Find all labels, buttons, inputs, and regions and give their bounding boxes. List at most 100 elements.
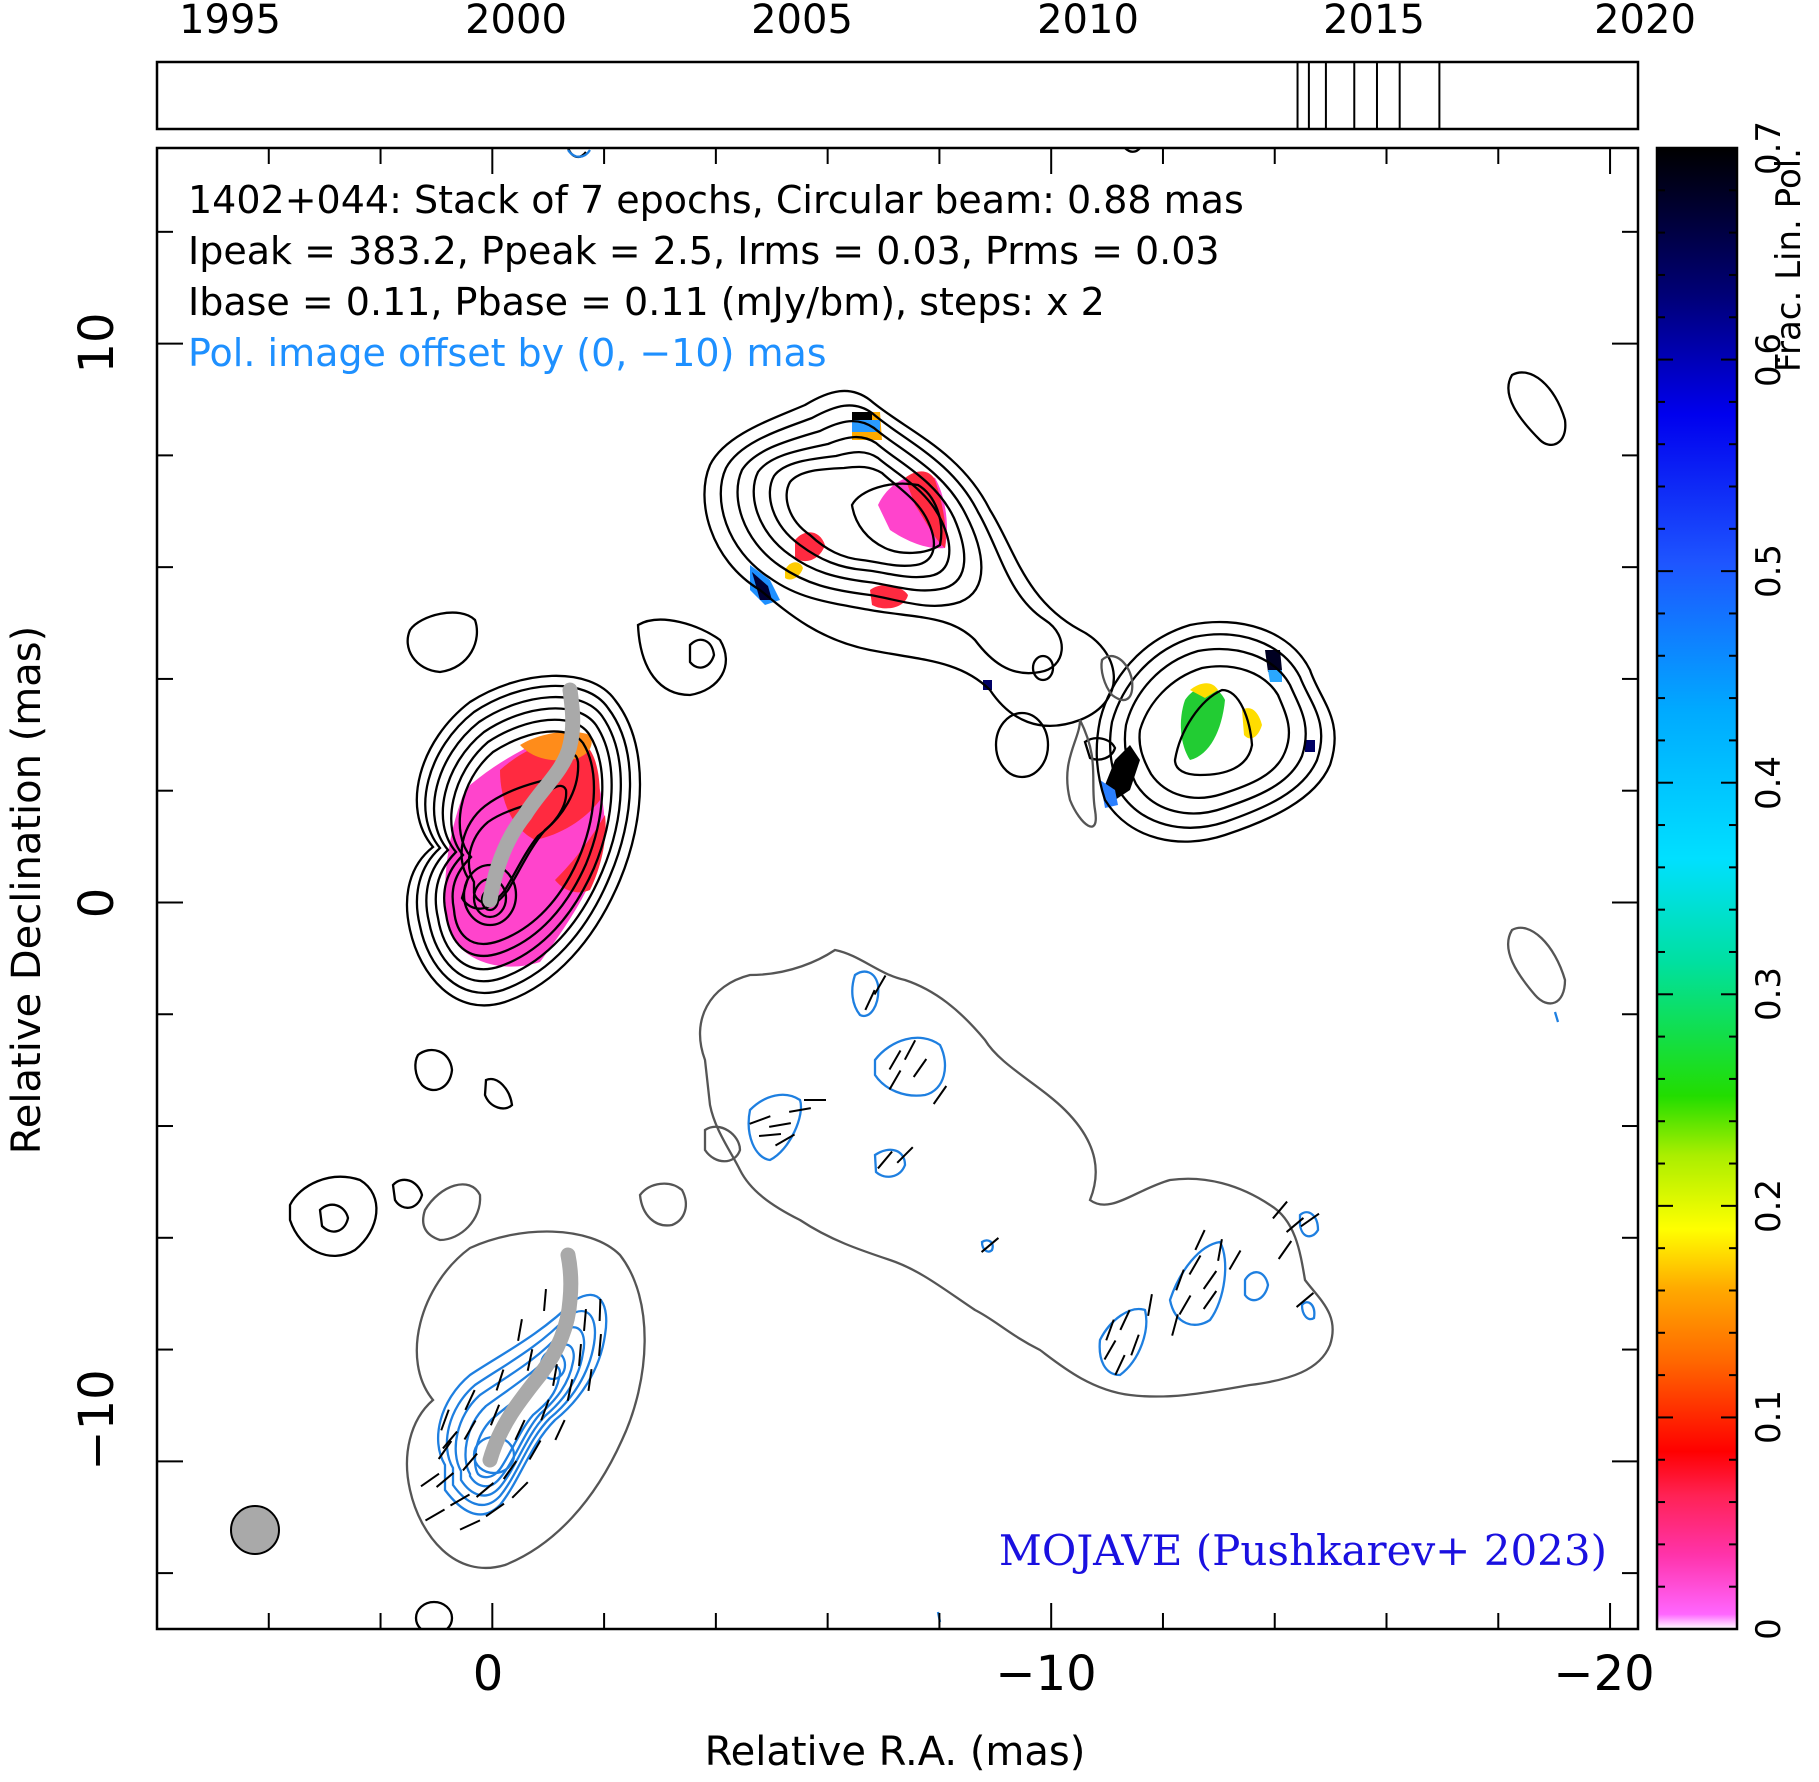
evpa-tick [598, 1298, 602, 1322]
evpa-tick [1228, 1249, 1242, 1271]
colorbar-tick-label: 0.4 [1749, 756, 1789, 810]
evpa-tick [932, 1085, 948, 1105]
negative-contour [1100, 654, 1134, 702]
polarized-intensity-contours [437, 149, 1560, 1623]
evpa-tick [873, 974, 887, 996]
evpa-tick [1130, 1334, 1140, 1356]
pol-contour [980, 1239, 994, 1253]
x-tick-label: 0 [473, 1646, 504, 1702]
y-tick-label: 0 [69, 888, 125, 919]
stokes-i-contour [1108, 633, 1323, 829]
evpa-tick [566, 1379, 574, 1401]
info-line-2: Ipeak = 383.2, Ppeak = 2.5, Irms = 0.03,… [188, 229, 1220, 273]
stokes-i-contour [451, 730, 596, 946]
year-label: 2020 [1594, 0, 1696, 43]
stokes-i-outline [698, 948, 1334, 1398]
evpa-tick [1202, 1270, 1218, 1290]
stokes-i-contour [636, 618, 727, 697]
stokes-i-contours [288, 148, 1567, 1629]
evpa-tick [1178, 1294, 1192, 1316]
frac-pol-right-patch [1180, 686, 1225, 760]
stokes-i-contour [1095, 620, 1336, 843]
frac-pol-colorbar: 0 0.1 0.2 0.3 0.4 0.5 0.6 0.7 Frac. Lin.… [1655, 121, 1809, 1640]
colorbar-tick-label: 0.5 [1749, 544, 1789, 598]
evpa-tick [1194, 1229, 1206, 1251]
pol-contour [567, 149, 591, 158]
evpa-tick [540, 1399, 550, 1421]
stokes-i-outline [405, 1230, 646, 1570]
stokes-i-contour [688, 638, 716, 669]
colorbar-label: Frac. Lin. Pol. [1769, 148, 1809, 372]
evpa-tick [475, 1482, 495, 1498]
evpa-tick [896, 1146, 914, 1164]
evpa-tick [464, 1389, 476, 1411]
stokes-i-contour [785, 465, 935, 567]
map-frame [155, 146, 1640, 1631]
evpa-tick [511, 1481, 529, 1499]
colorbar-ticks [1657, 147, 1737, 1630]
year-label: 1995 [179, 0, 281, 43]
evpa-tick [517, 1318, 523, 1342]
pol-contour [437, 1293, 608, 1516]
map-content [230, 148, 1567, 1629]
evpa-tick [554, 1419, 566, 1441]
stokes-i-contour [414, 1048, 454, 1092]
evpa-tick [598, 1333, 602, 1357]
colorbar-gradient [1655, 146, 1739, 1631]
colorbar-tick-label: 0.6 [1749, 333, 1789, 387]
epoch-ticks [1296, 62, 1441, 129]
evpa-tick [788, 1107, 812, 1113]
evpa-tick [420, 1472, 440, 1488]
stokes-i-contour [1083, 737, 1117, 761]
evpa-tick [502, 1460, 518, 1480]
stokes-i-contour [850, 482, 943, 555]
map-panel: 0 −10 −20 −10 0 10 Relative R.A. (mas) R… [4, 146, 1655, 1775]
evpa-tick [888, 1049, 902, 1071]
colorbar-tick-label: 0.2 [1749, 1179, 1789, 1233]
stokes-i-contour [406, 611, 479, 674]
colorbar-tick-labels: 0 0.1 0.2 0.3 0.4 0.5 0.6 0.7 [1749, 121, 1789, 1640]
epoch-timeline: 1995 2000 2005 2010 2015 2020 [155, 0, 1696, 131]
evpa-tick [980, 1237, 1000, 1253]
evpa-tick [912, 1058, 928, 1078]
pol-contour [1243, 1271, 1270, 1302]
y-tick-label: 10 [69, 312, 125, 373]
evpa-tick [514, 1419, 526, 1441]
frac-pol-blob-patch [785, 562, 803, 580]
y-axis-label: Relative Declination (mas) [4, 626, 50, 1154]
frac-pol-blob-patch [852, 420, 880, 432]
pol-contour [873, 1036, 947, 1097]
stokes-i-contour [443, 718, 604, 958]
evpa-tick [768, 1122, 792, 1128]
frac-pol-blob-patch [795, 532, 825, 562]
axis-tick-labels: 0 −10 −20 −10 0 10 [69, 312, 1655, 1702]
colorbar-tick-label: 0 [1749, 1618, 1789, 1640]
evpa-tick [578, 1343, 582, 1367]
colorbar-tick-label: 0.1 [1749, 1390, 1789, 1444]
evpa-tick [463, 1419, 477, 1441]
year-label: 2005 [751, 0, 853, 43]
stokes-i-contour [414, 1600, 454, 1629]
info-line-3: Ibase = 0.11, Pbase = 0.11 (mJy/bm), ste… [188, 280, 1105, 324]
colorbar-tick-label: 0.3 [1749, 967, 1789, 1021]
evpa-tick [583, 1308, 587, 1332]
pol-contour [873, 1148, 907, 1178]
pol-contour [1168, 1240, 1227, 1326]
evpa-ticks [420, 974, 1320, 1531]
evpa-tick [1285, 1217, 1305, 1233]
evpa-tick [442, 1430, 458, 1450]
frac-pol-right-patch [1190, 683, 1218, 698]
year-label: 2015 [1323, 0, 1425, 43]
frac-pol-right-patch [1305, 740, 1315, 752]
year-label: 2000 [465, 0, 567, 43]
pol-contour [464, 1343, 575, 1488]
stokes-i-contour [752, 435, 966, 592]
frac-pol-right-patch [1268, 670, 1282, 682]
evpa-tick [1295, 1292, 1315, 1308]
evpa-tick [1175, 1269, 1185, 1291]
evpa-tick [528, 1439, 542, 1461]
evpa-tick [1272, 1200, 1288, 1220]
evpa-tick [587, 1368, 593, 1392]
x-axis-label: Relative R.A. (mas) [705, 1729, 1086, 1775]
stokes-i-contour [415, 684, 632, 995]
